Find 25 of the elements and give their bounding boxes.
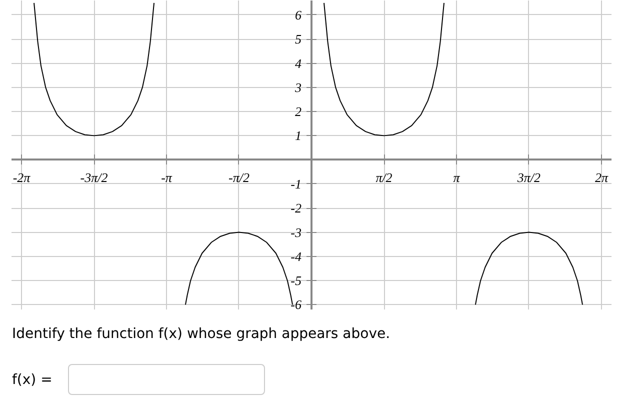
y-tick-label: 4 — [295, 56, 302, 71]
y-tick-label: -5 — [290, 273, 302, 288]
text: f(x) = — [12, 371, 52, 390]
y-tick-label: -4 — [290, 248, 302, 264]
y-tick-label: 2 — [295, 104, 302, 120]
text: Identify the function f(x) whose graph appears above. — [12, 325, 390, 344]
x-tick-label: π/2 — [376, 170, 393, 185]
x-tick-label: -2π — [12, 170, 31, 185]
x-tick-label: -3π/2 — [80, 170, 108, 185]
y-tick-label: 5 — [295, 32, 302, 47]
y-tick-label: 1 — [295, 128, 302, 144]
x-tick-label: π — [453, 170, 460, 185]
x-tick-label: 3π/2 — [516, 170, 542, 185]
y-tick-label: 6 — [295, 7, 302, 22]
y-tick-label: 3 — [294, 80, 302, 95]
line-series — [324, 2, 445, 136]
y-tick-label: -2 — [290, 200, 302, 216]
y-tick-label: -6 — [290, 297, 302, 312]
y-tick-label: -1 — [290, 176, 302, 192]
x-tick-label: -π — [161, 170, 172, 185]
line-series — [34, 2, 155, 136]
x-tick-label: -π/2 — [228, 170, 250, 185]
x-tick-label: 2π — [594, 170, 608, 185]
line-series — [474, 232, 584, 306]
y-tick-label: -3 — [290, 224, 302, 240]
